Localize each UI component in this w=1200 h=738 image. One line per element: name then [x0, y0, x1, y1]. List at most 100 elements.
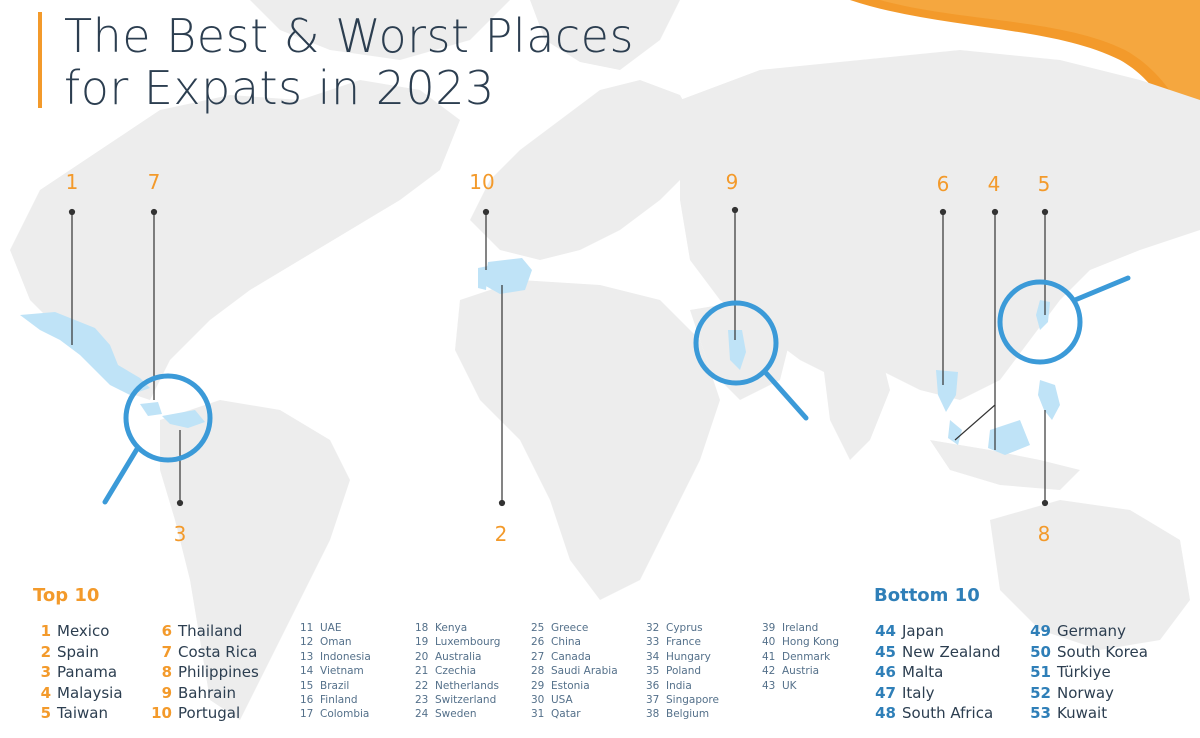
country-name: Finland	[320, 693, 358, 706]
landmass-arctic-islands	[250, 0, 510, 60]
rank-number: 37	[646, 693, 660, 706]
rank-item: 48 South Africa	[870, 703, 1001, 724]
rank-item: 32 Cyprus	[646, 621, 719, 635]
top10-heading: Top 10	[33, 585, 100, 606]
country-name: Mexico	[57, 622, 110, 640]
rank-item: 50 South Korea	[1025, 642, 1148, 663]
rank-item: 51 Türkiye	[1025, 662, 1148, 683]
magnifier-taiwan	[997, 279, 1083, 365]
rank-item: 1 Mexico	[33, 621, 123, 642]
rank-number: 34	[646, 650, 660, 663]
rank-item: 6 Thailand	[148, 621, 259, 642]
highlight-panama	[162, 410, 205, 428]
country-name: New Zealand	[902, 642, 1001, 661]
rank-number: 11	[300, 622, 314, 634]
country-name: Netherlands	[435, 679, 500, 692]
rank-number: 26	[531, 636, 545, 649]
country-name: France	[666, 636, 701, 649]
rank-number: 25	[531, 622, 545, 634]
country-name: Philippines	[178, 663, 259, 681]
marker-label-thailand: 6	[936, 172, 950, 196]
rank-item: 16 Finland	[300, 693, 371, 707]
marker-label-malaysia: 4	[987, 172, 1001, 196]
marker-label-mexico: 1	[65, 170, 79, 194]
rank-number: 46	[875, 663, 896, 681]
rank-number: 47	[875, 683, 896, 702]
rank-number: 42	[762, 665, 776, 678]
rank-number: 17	[300, 708, 314, 721]
country-name: Switzerland	[435, 693, 497, 706]
highlight-costa-rica	[140, 402, 162, 416]
landmass-greenland	[530, 0, 680, 70]
country-name: Taiwan	[57, 704, 109, 722]
rank-item: 7 Costa Rica	[148, 642, 259, 663]
rank-item: 39 Ireland	[762, 621, 839, 635]
rank-number: 9	[161, 683, 172, 702]
rank-item: 12 Oman	[300, 635, 371, 649]
rank-item: 45 New Zealand	[870, 642, 1001, 663]
country-name: Saudi Arabia	[551, 665, 618, 678]
highlight-portugal	[478, 266, 488, 290]
rank-item: 29 Estonia	[531, 679, 618, 693]
country-name: South Korea	[1057, 642, 1148, 661]
rank-number: 45	[875, 642, 896, 661]
rank-number: 5	[40, 704, 51, 722]
decorative-ribbon	[850, 0, 1200, 185]
rank-item: 44 Japan	[870, 621, 1001, 642]
country-name: Estonia	[551, 679, 590, 692]
rank-item: 10 Portugal	[148, 703, 259, 724]
magnifiers	[102, 275, 1131, 505]
country-name: Spain	[57, 642, 99, 661]
country-name: Kenya	[435, 622, 468, 634]
country-name: Bahrain	[178, 683, 237, 702]
highlight-malaysia	[948, 420, 962, 445]
rank-item: 41 Denmark	[762, 650, 839, 664]
country-name: India	[666, 679, 692, 692]
rank-number: 53	[1030, 704, 1051, 722]
country-name: Norway	[1057, 683, 1114, 702]
country-name: Oman	[320, 636, 352, 649]
title-accent-bar	[38, 12, 42, 108]
highlight-spain	[484, 258, 532, 294]
country-name: Australia	[435, 650, 482, 663]
country-name: Poland	[666, 665, 702, 678]
highlighted-countries	[20, 258, 1060, 455]
highlight-bahrain	[728, 330, 746, 370]
landmass-north-america	[10, 80, 460, 400]
rank-number: 29	[531, 679, 545, 692]
rank-item: 9 Bahrain	[148, 683, 259, 704]
country-name: Vietnam	[320, 665, 364, 678]
rank-item: 53 Kuwait	[1025, 703, 1148, 724]
rank-number: 33	[646, 636, 660, 649]
rank-number: 3	[40, 663, 51, 681]
country-name: Denmark	[782, 650, 831, 663]
rank-number: 15	[300, 679, 314, 692]
landmass-indonesia	[930, 440, 1080, 490]
country-name: Cyprus	[666, 622, 703, 634]
rank-number: 49	[1030, 622, 1051, 640]
marker-label-bahrain: 9	[725, 170, 739, 194]
rank-number: 4	[40, 683, 51, 702]
page-title: The Best & Worst Places for Expats in 20…	[64, 10, 634, 114]
rank-number: 20	[415, 650, 429, 663]
bottom10-column-2: 49 Germany 50 South Korea 51 Türkiye 52 Norway 5…	[1025, 621, 1148, 724]
rank-item: 28 Saudi Arabia	[531, 664, 618, 678]
rank-number: 30	[531, 693, 545, 706]
rank-number: 12	[300, 636, 314, 649]
rank-item: 30 USA	[531, 693, 618, 707]
rank-item: 19 Luxembourg	[415, 635, 500, 649]
bottom10-heading: Bottom 10	[874, 585, 980, 606]
rank-item: 20 Australia	[415, 650, 500, 664]
rank-number: 22	[415, 679, 429, 692]
country-name: Belgium	[666, 708, 710, 721]
country-name: Hungary	[666, 650, 711, 663]
country-name: Indonesia	[320, 650, 371, 663]
rank-item: 35 Poland	[646, 664, 719, 678]
highlight-mexico	[20, 312, 150, 395]
rank-item: 25 Greece	[531, 621, 618, 635]
rank-item: 4 Malaysia	[33, 683, 123, 704]
rank-number: 10	[151, 704, 172, 722]
country-name: Türkiye	[1057, 663, 1111, 681]
rank-number: 19	[415, 636, 429, 649]
rank-number: 14	[300, 665, 314, 678]
